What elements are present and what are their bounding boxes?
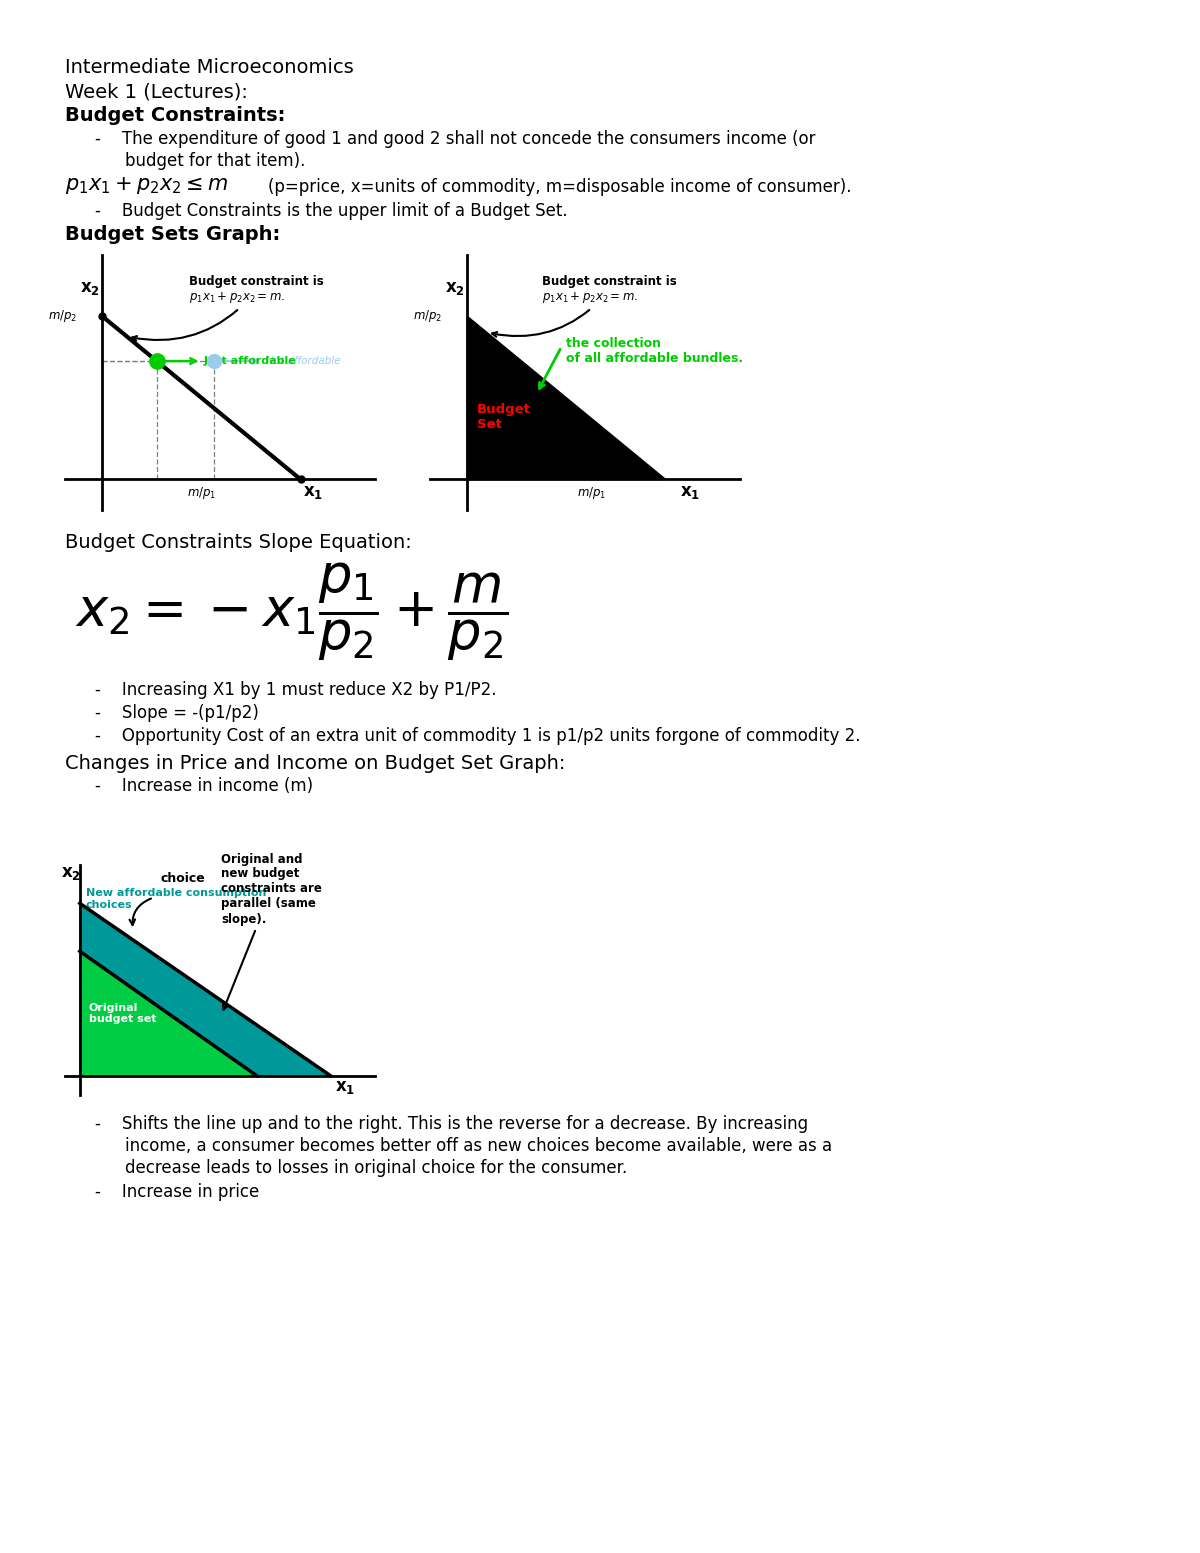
Text: decrease leads to losses in original choice for the consumer.: decrease leads to losses in original cho… — [125, 1159, 628, 1177]
Text: $\mathbf{x_2}$: $\mathbf{x_2}$ — [61, 863, 80, 882]
Text: the collection
of all affordable bundles.: the collection of all affordable bundles… — [566, 337, 744, 365]
Text: income, a consumer becomes better off as new choices become available, were as a: income, a consumer becomes better off as… — [125, 1137, 832, 1155]
Text: $\mathbf{x_1}$: $\mathbf{x_1}$ — [680, 483, 701, 500]
Text: Week 1 (Lectures):: Week 1 (Lectures): — [65, 82, 248, 101]
Text: -    Slope = -(p1/p2): - Slope = -(p1/p2) — [95, 704, 259, 722]
Text: Changes in Price and Income on Budget Set Graph:: Changes in Price and Income on Budget Se… — [65, 755, 565, 773]
Text: budget for that item).: budget for that item). — [125, 152, 305, 169]
Text: Original and
new budget
constraints are
parallel (same
slope).: Original and new budget constraints are … — [222, 853, 323, 1009]
Text: Budget Sets Graph:: Budget Sets Graph: — [65, 225, 281, 244]
Polygon shape — [79, 952, 257, 1076]
Text: Intermediate Microeconomics: Intermediate Microeconomics — [65, 57, 354, 78]
Text: -    The expenditure of good 1 and good 2 shall not concede the consumers income: - The expenditure of good 1 and good 2 s… — [95, 130, 816, 148]
Text: Budget constraint is
$p_1x_1 + p_2x_2 = m.$: Budget constraint is $p_1x_1 + p_2x_2 = … — [132, 275, 324, 340]
Text: -    Budget Constraints is the upper limit of a Budget Set.: - Budget Constraints is the upper limit … — [95, 202, 568, 221]
Text: $m/p_2$: $m/p_2$ — [413, 307, 443, 325]
Text: -    Increasing X1 by 1 must reduce X2 by P1/P2.: - Increasing X1 by 1 must reduce X2 by P… — [95, 682, 497, 699]
Text: Budget
Set: Budget Set — [478, 404, 530, 432]
Text: $\mathbf{x_1}$: $\mathbf{x_1}$ — [336, 1078, 355, 1096]
Text: -    Opportunity Cost of an extra unit of commodity 1 is p1/p2 units forgone of : - Opportunity Cost of an extra unit of c… — [95, 727, 860, 745]
Text: -    Shifts the line up and to the right. This is the reverse for a decrease. By: - Shifts the line up and to the right. T… — [95, 1115, 808, 1134]
Text: $m/p_1$: $m/p_1$ — [187, 485, 216, 500]
Polygon shape — [467, 317, 666, 480]
Text: $m/p_1$: $m/p_1$ — [576, 485, 606, 500]
Text: $\mathbf{x_2}$: $\mathbf{x_2}$ — [80, 278, 100, 297]
Text: Budget Constraints:: Budget Constraints: — [65, 106, 286, 124]
Text: $p_1x_1 + p_2x_2 \leq m$: $p_1x_1 + p_2x_2 \leq m$ — [65, 175, 228, 196]
Text: $m/p_2$: $m/p_2$ — [48, 307, 77, 325]
Text: Not affordable: Not affordable — [266, 356, 341, 367]
Text: New affordable consumption
choices: New affordable consumption choices — [85, 888, 266, 910]
Text: $\mathbf{x_1}$: $\mathbf{x_1}$ — [302, 483, 323, 500]
Text: -    Increase in price: - Increase in price — [95, 1183, 259, 1200]
Text: -    Increase in income (m): - Increase in income (m) — [95, 776, 313, 795]
Text: Budget constraint is
$p_1x_1 + p_2x_2 = m.$: Budget constraint is $p_1x_1 + p_2x_2 = … — [492, 275, 677, 337]
Text: Just affordable: Just affordable — [204, 356, 296, 367]
Text: $\mathbf{x_2}$: $\mathbf{x_2}$ — [445, 278, 464, 297]
Text: choice: choice — [161, 873, 205, 885]
Text: $x_2 = -x_1\dfrac{p_1}{p_2} + \dfrac{m}{p_2}$: $x_2 = -x_1\dfrac{p_1}{p_2} + \dfrac{m}{… — [74, 561, 509, 663]
Text: (p=price, x=units of commodity, m=disposable income of consumer).: (p=price, x=units of commodity, m=dispos… — [268, 179, 852, 196]
Text: Original
budget set: Original budget set — [89, 1003, 156, 1023]
Text: Budget Constraints Slope Equation:: Budget Constraints Slope Equation: — [65, 533, 412, 551]
Polygon shape — [79, 904, 331, 1076]
